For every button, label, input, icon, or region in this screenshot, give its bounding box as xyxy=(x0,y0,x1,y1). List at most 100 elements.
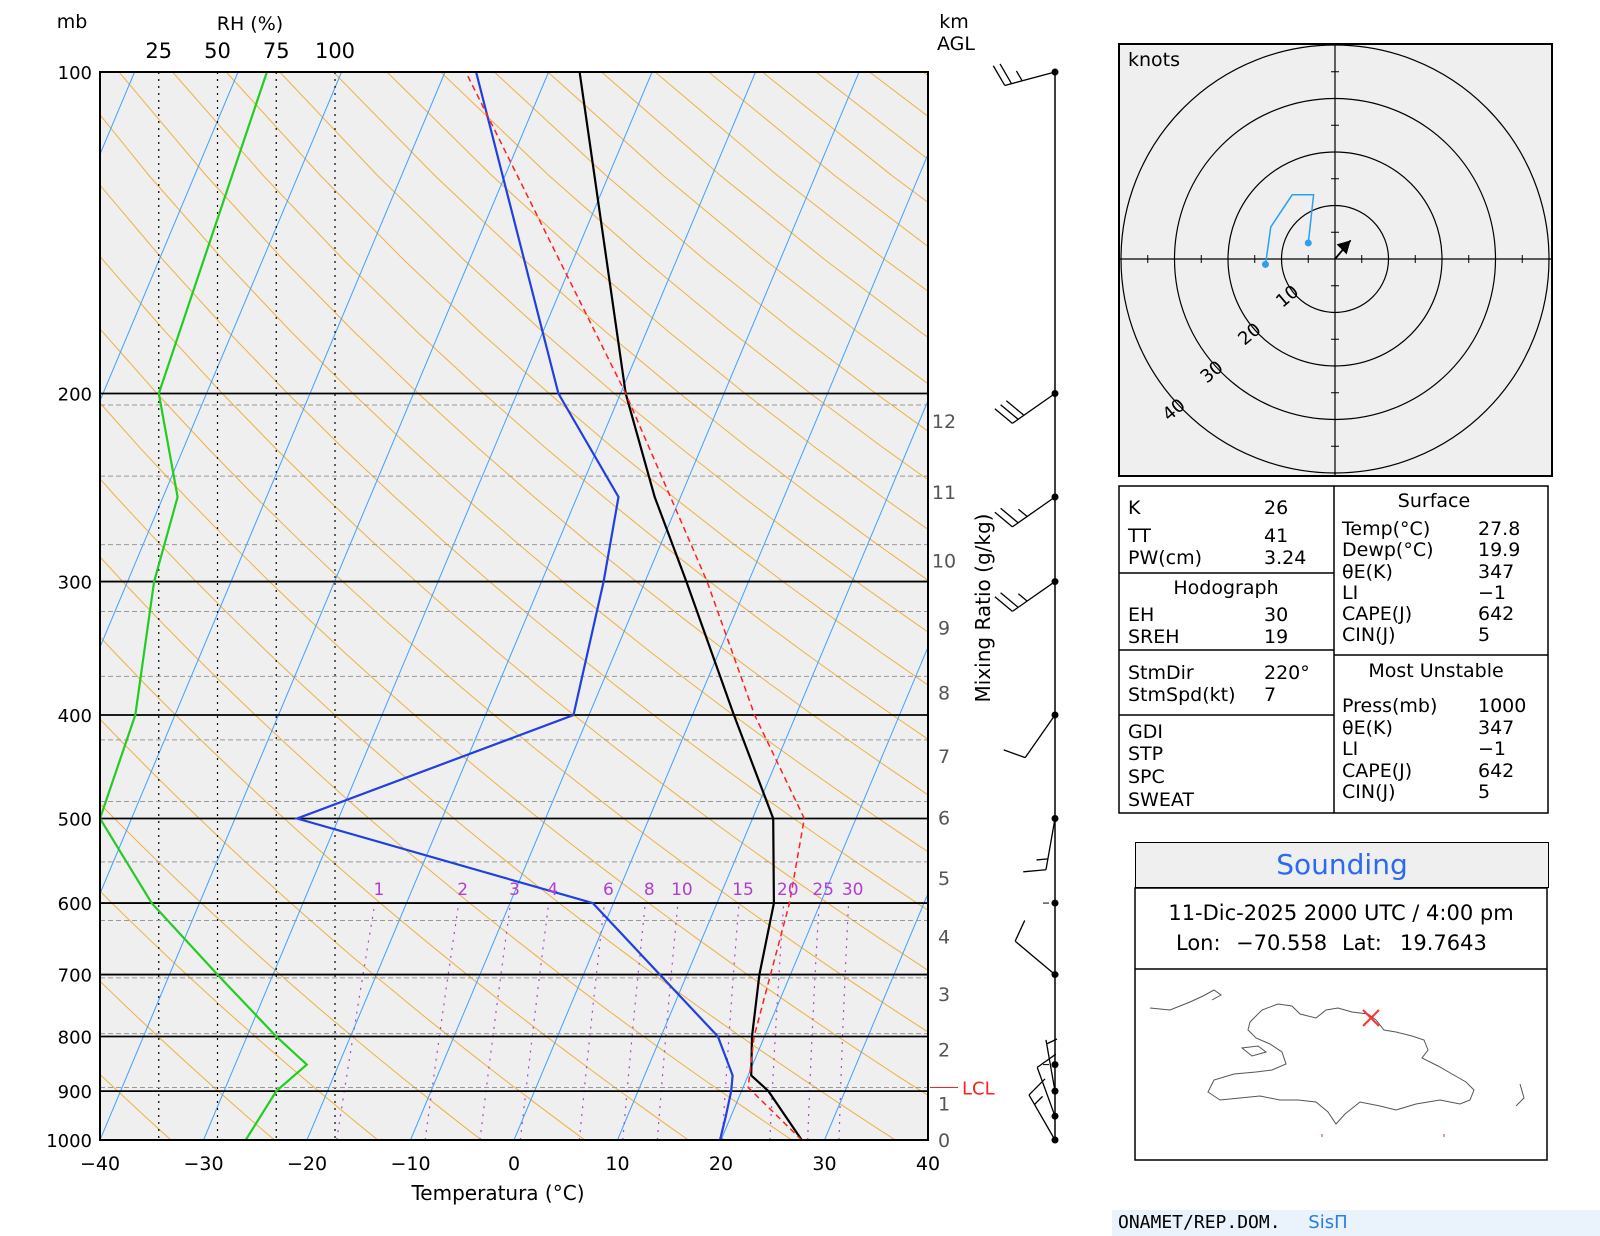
mixing-ratio-tick-label: 15 xyxy=(732,880,754,900)
dry-adiabat xyxy=(100,803,482,1140)
most-unstable-section-header: Most Unstable xyxy=(1368,660,1503,682)
pressure-axis-ticks: 100 200 300 400 500 600 700 800 900 1000 xyxy=(46,63,92,1152)
wind-barb-half-flag xyxy=(1017,508,1028,518)
height-tick-label: 5 xyxy=(938,868,950,890)
pressure-tick-label: 500 xyxy=(58,809,92,830)
dry-adiabat xyxy=(100,328,928,1033)
surface-temp-label: Temp(°C) xyxy=(1341,518,1430,540)
height-tick-label: 11 xyxy=(932,482,956,504)
mixing-ratio-tick-label: 25 xyxy=(812,880,834,900)
temperature-tick-label: 30 xyxy=(812,1153,836,1175)
temperature-tick-label: −30 xyxy=(183,1153,223,1175)
mixing-ratio-line xyxy=(807,903,820,1140)
dry-adiabat xyxy=(100,890,379,1140)
isotherm xyxy=(410,72,860,1140)
sounding-lat-label: Lat: xyxy=(1342,931,1382,955)
wind-barbs xyxy=(992,63,1059,1144)
dry-adiabat xyxy=(100,184,928,911)
mu-cape-label: CAPE(J) xyxy=(1342,760,1412,782)
mixing-ratio-line xyxy=(838,903,850,1140)
pressure-tick-label: 100 xyxy=(58,63,92,84)
storm-direction-value: 220° xyxy=(1264,662,1310,684)
lcl-marker: LCL xyxy=(930,1079,995,1100)
wind-barb-flag xyxy=(1000,592,1019,608)
pw-value: 3.24 xyxy=(1264,547,1306,569)
height-axis-agl: AGL xyxy=(937,33,975,55)
wind-barb-half-flag xyxy=(1036,858,1048,861)
dewpoint-profile xyxy=(293,72,734,1140)
mu-press-label: Press(mb) xyxy=(1342,695,1437,717)
rh-tick-label: 100 xyxy=(315,39,355,63)
temperature-tick-label: −40 xyxy=(80,1153,120,1175)
pressure-axis-unit: mb xyxy=(57,11,88,33)
dry-adiabat xyxy=(100,255,928,971)
wind-barb-shaft xyxy=(1036,1067,1056,1117)
skewt-plot-frame xyxy=(99,71,929,1141)
wind-barb-flag xyxy=(1005,400,1025,416)
rh-tick-label: 50 xyxy=(204,39,231,63)
wind-barb-shaft xyxy=(1045,1039,1056,1092)
surface-li-value: −1 xyxy=(1478,582,1506,604)
mixing-ratio-tick-label: 30 xyxy=(842,880,864,900)
gdi-label: GDI xyxy=(1128,721,1163,743)
temperature-tick-label: −10 xyxy=(390,1153,430,1175)
sounding-lat-value: 19.7643 xyxy=(1400,931,1487,955)
mu-press-value: 1000 xyxy=(1478,695,1526,717)
mixing-ratio-tick-label: 20 xyxy=(777,880,799,900)
wind-barb-flag xyxy=(1000,507,1019,524)
height-tick-label: 9 xyxy=(938,618,950,640)
location-map xyxy=(1149,989,1525,1137)
temperature-axis-ticks: −40 −30 −20 −10 0 10 20 30 40 xyxy=(80,1153,940,1175)
pressure-tick-label: 600 xyxy=(58,894,92,915)
hodograph-end-point xyxy=(1304,239,1312,247)
wind-barb-half-flag xyxy=(1034,1095,1043,1105)
indices-table: K 26 TT 41 PW(cm) 3.24 Hodograph EH 30 S… xyxy=(1118,485,1549,814)
dry-adiabat xyxy=(100,718,586,1140)
mixing-ratio-ticks: 1 2 3 4 6 8 10 15 20 25 30 xyxy=(373,880,863,900)
surface-li-label: LI xyxy=(1342,582,1358,604)
temperature-axis-title: Temperatura (°C) xyxy=(410,1181,584,1205)
temperature-tick-label: −20 xyxy=(287,1153,327,1175)
dry-adiabat xyxy=(172,72,928,740)
wind-barb-flag xyxy=(1000,404,1019,420)
height-tick-label: 4 xyxy=(938,927,950,949)
height-tick-label: 10 xyxy=(932,551,956,573)
eh-value: 30 xyxy=(1264,604,1288,626)
rh-tick-label: 75 xyxy=(263,39,290,63)
mixing-ratio-line xyxy=(656,903,679,1140)
surface-dewp-value: 19.9 xyxy=(1478,539,1520,561)
location-marker xyxy=(1362,1009,1380,1027)
mixing-ratio-tick-label: 2 xyxy=(457,880,468,900)
sounding-profiles xyxy=(100,72,806,1140)
pressure-tick-label: 200 xyxy=(58,385,92,406)
height-tick-label: 12 xyxy=(932,411,956,433)
height-tick-label: 3 xyxy=(938,984,950,1006)
temperature-tick-label: 0 xyxy=(508,1153,520,1175)
sounding-lon-value: −70.558 xyxy=(1236,931,1327,955)
wind-barb-flag xyxy=(1036,1053,1057,1068)
isotherm xyxy=(513,152,928,1140)
temperature-tick-label: 10 xyxy=(605,1153,629,1175)
isotherm xyxy=(100,72,239,403)
surface-theta-e-value: 347 xyxy=(1478,561,1514,583)
tt-index-label: TT xyxy=(1127,525,1151,547)
dry-adiabat xyxy=(118,72,928,796)
height-tick-label: 6 xyxy=(938,807,950,829)
sounding-title: Sounding xyxy=(1135,842,1549,888)
wind-barb-flag xyxy=(1028,1078,1046,1096)
height-tick-label: 1 xyxy=(938,1094,950,1116)
dry-adiabat xyxy=(100,478,896,1140)
wind-barb-flag xyxy=(994,596,1013,612)
mu-theta-e-value: 347 xyxy=(1478,717,1514,739)
surface-cin-label: CIN(J) xyxy=(1342,624,1396,646)
dry-adiabat xyxy=(333,72,928,581)
isotherm xyxy=(0,72,31,1140)
dry-adiabat xyxy=(100,114,928,853)
wind-barb-shaft xyxy=(1028,1094,1056,1141)
wind-barb-flag xyxy=(999,63,1013,84)
isotherm xyxy=(100,72,343,649)
isotherm xyxy=(100,72,550,1140)
pressure-tick-label: 900 xyxy=(58,1082,92,1103)
